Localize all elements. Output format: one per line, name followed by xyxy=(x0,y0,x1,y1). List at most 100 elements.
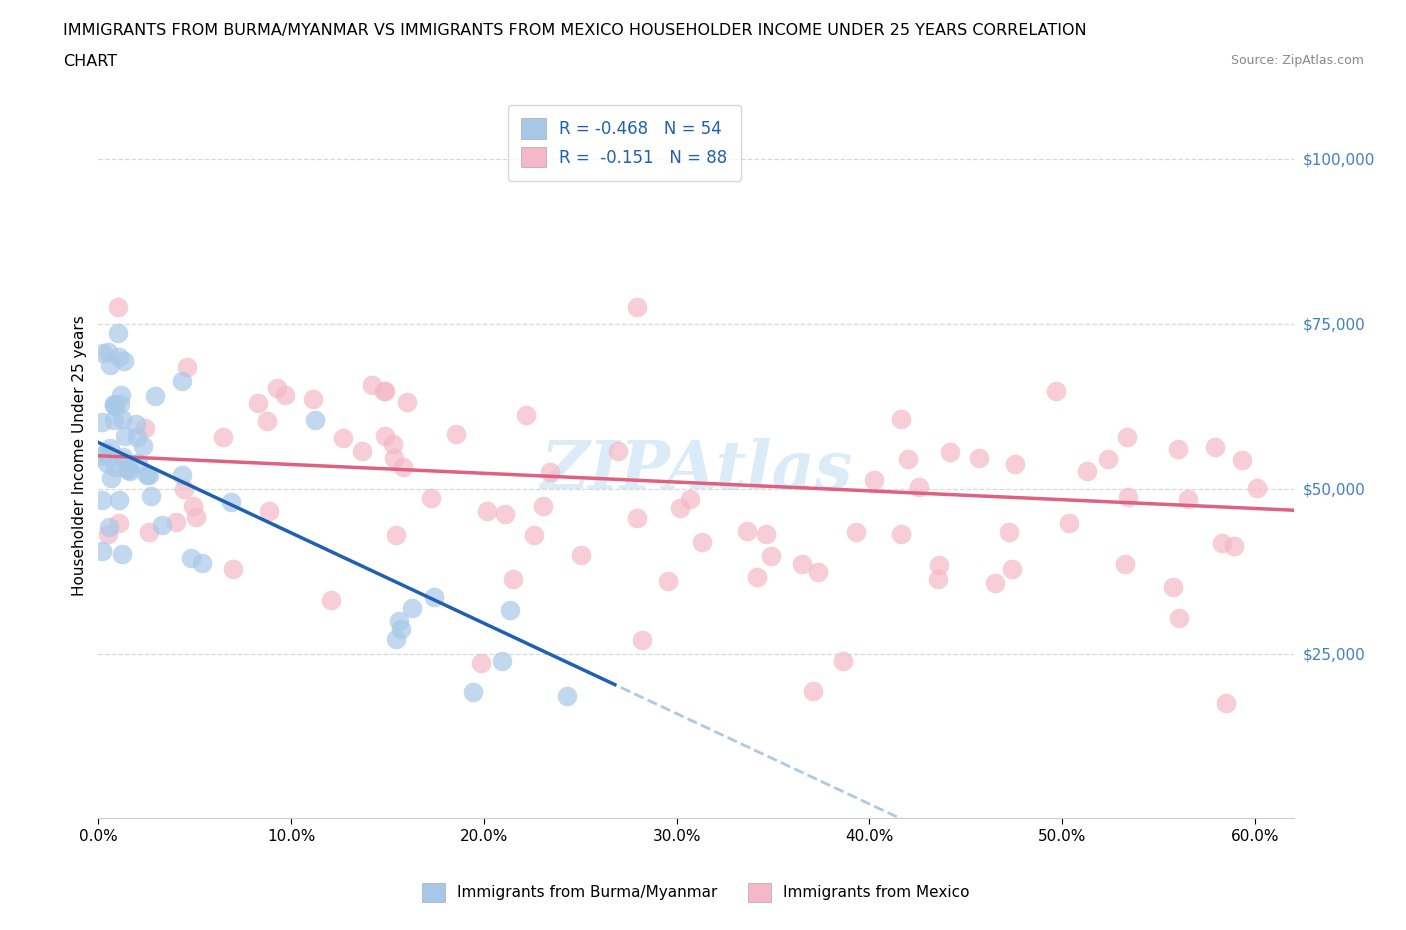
Point xyxy=(475,504,498,519)
Point xyxy=(165,514,187,529)
Point xyxy=(96,344,118,359)
Point xyxy=(747,569,769,584)
Point xyxy=(124,417,146,432)
Point xyxy=(111,412,134,427)
Point xyxy=(626,511,648,525)
Point xyxy=(1204,440,1226,455)
Point xyxy=(1177,492,1199,507)
Point xyxy=(256,414,278,429)
Point xyxy=(523,527,546,542)
Point xyxy=(374,429,396,444)
Point xyxy=(389,622,412,637)
Point xyxy=(491,654,513,669)
Point xyxy=(91,449,114,464)
Point xyxy=(657,574,679,589)
Point xyxy=(274,388,297,403)
Point xyxy=(499,602,522,617)
Point xyxy=(98,358,121,373)
Point xyxy=(138,525,160,539)
Point xyxy=(679,492,702,507)
Point xyxy=(247,395,270,410)
Point xyxy=(97,527,120,542)
Point xyxy=(1045,383,1067,398)
Point xyxy=(845,525,868,539)
Point xyxy=(1161,579,1184,594)
Point xyxy=(112,353,135,368)
Point xyxy=(117,462,139,477)
Point xyxy=(631,632,654,647)
Point xyxy=(939,445,962,459)
Point xyxy=(420,490,443,505)
Point xyxy=(606,444,628,458)
Point xyxy=(470,656,492,671)
Point xyxy=(1167,442,1189,457)
Point xyxy=(1076,464,1098,479)
Point xyxy=(908,480,931,495)
Point xyxy=(100,471,122,485)
Point xyxy=(890,526,912,541)
Point xyxy=(1004,457,1026,472)
Point xyxy=(444,427,467,442)
Text: ZIPAtlas: ZIPAtlas xyxy=(540,438,852,503)
Point xyxy=(91,493,114,508)
Point xyxy=(93,346,115,361)
Point xyxy=(107,299,129,314)
Point xyxy=(831,653,853,668)
Point xyxy=(108,515,131,530)
Y-axis label: Householder Income Under 25 years: Householder Income Under 25 years xyxy=(72,315,87,596)
Point xyxy=(125,430,148,445)
Point xyxy=(191,555,214,570)
Point xyxy=(143,389,166,404)
Point xyxy=(669,500,692,515)
Point xyxy=(515,407,537,422)
Point xyxy=(388,614,411,629)
Text: CHART: CHART xyxy=(63,54,117,69)
Point xyxy=(120,464,142,479)
Point xyxy=(302,392,325,406)
Point xyxy=(1246,481,1268,496)
Text: Source: ZipAtlas.com: Source: ZipAtlas.com xyxy=(1230,54,1364,67)
Point xyxy=(170,373,193,388)
Point xyxy=(555,688,578,703)
Point xyxy=(332,431,354,445)
Point xyxy=(373,384,395,399)
Point xyxy=(423,590,446,604)
Point xyxy=(1116,489,1139,504)
Point xyxy=(1215,696,1237,711)
Point xyxy=(212,430,235,445)
Point xyxy=(114,428,136,443)
Point xyxy=(108,349,131,364)
Point xyxy=(173,482,195,497)
Point xyxy=(382,436,405,451)
Point xyxy=(103,397,125,412)
Text: IMMIGRANTS FROM BURMA/MYANMAR VS IMMIGRANTS FROM MEXICO HOUSEHOLDER INCOME UNDER: IMMIGRANTS FROM BURMA/MYANMAR VS IMMIGRA… xyxy=(63,23,1087,38)
Point xyxy=(385,527,408,542)
Point xyxy=(361,378,384,392)
Point xyxy=(1211,536,1233,551)
Point xyxy=(111,547,134,562)
Point xyxy=(461,684,484,699)
Point xyxy=(110,388,132,403)
Point xyxy=(91,415,114,430)
Point xyxy=(221,561,243,576)
Point xyxy=(531,498,554,513)
Point xyxy=(928,557,950,572)
Point xyxy=(502,571,524,586)
Point xyxy=(304,413,326,428)
Point xyxy=(392,459,415,474)
Point xyxy=(134,420,156,435)
Point xyxy=(107,326,129,340)
Point xyxy=(110,397,132,412)
Point xyxy=(103,397,125,412)
Point xyxy=(807,565,830,579)
Point xyxy=(538,464,561,479)
Point xyxy=(927,571,949,586)
Point xyxy=(395,394,418,409)
Point xyxy=(111,449,134,464)
Point xyxy=(352,444,374,458)
Point xyxy=(150,518,173,533)
Point xyxy=(135,468,157,483)
Point xyxy=(984,576,1007,591)
Point xyxy=(690,535,713,550)
Point xyxy=(384,450,406,465)
